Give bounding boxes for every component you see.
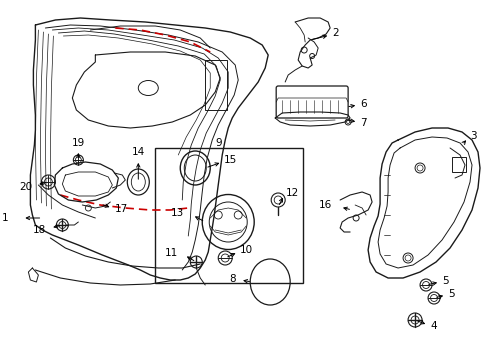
Text: 1: 1 [2,213,8,223]
Bar [155,148,303,283]
Text: 7: 7 [359,118,366,128]
Text: 17: 17 [114,204,127,214]
Text: 18: 18 [33,225,46,235]
Text: 9: 9 [215,138,221,148]
Text: 6: 6 [359,99,366,109]
Text: 5: 5 [441,276,448,286]
Text: 10: 10 [240,245,253,255]
Text: 4: 4 [429,321,436,331]
Text: 19: 19 [72,138,85,148]
Text: 12: 12 [285,188,299,198]
Bar [205,60,227,110]
Text: 15: 15 [224,155,237,165]
Text: 16: 16 [318,200,331,210]
Text: 2: 2 [331,28,338,38]
Bar [451,157,465,172]
Text: 14: 14 [131,147,144,157]
Text: 5: 5 [447,289,454,299]
Text: 8: 8 [229,274,236,284]
Text: 3: 3 [469,131,476,141]
Text: 11: 11 [164,248,178,258]
Text: 13: 13 [171,208,184,218]
Text: 20: 20 [19,182,32,192]
